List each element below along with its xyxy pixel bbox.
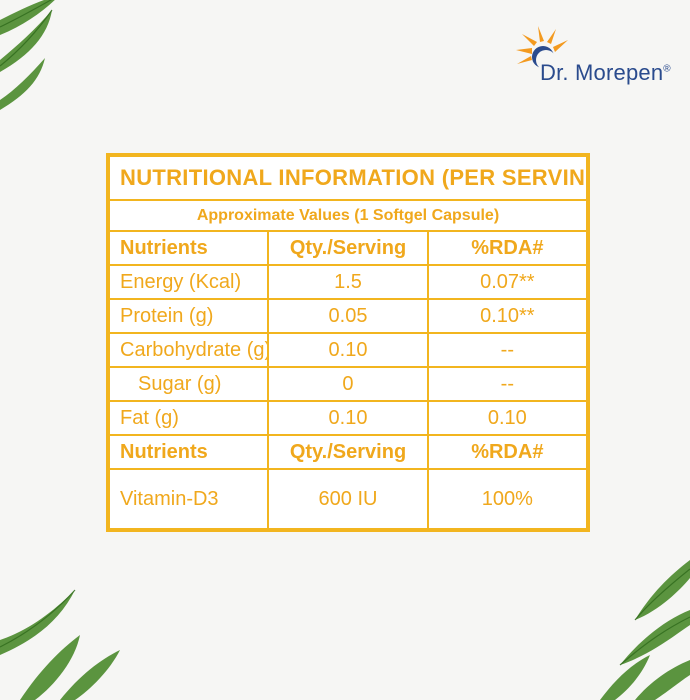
leaf-icon [635, 560, 690, 620]
nutrient-rda: -- [426, 332, 589, 368]
leaf-icon [0, 58, 45, 110]
brand-name: Dr. Morepen® [540, 60, 671, 85]
nutrient-name: Vitamin-D3 [107, 468, 270, 530]
nutrient-name: Sugar (g) [107, 366, 270, 402]
leaf-icon [620, 610, 690, 665]
table-row: Fat (g) 0.10 0.10 [107, 400, 589, 436]
leaf-icon [20, 635, 80, 700]
nutrient-name: Protein (g) [107, 298, 270, 334]
table-title: NUTRITIONAL INFORMATION (PER SERVING) [108, 155, 588, 201]
nutrient-qty: 0.10 [267, 332, 429, 368]
nutrient-name: Energy (Kcal) [107, 264, 270, 300]
leaf-icon [0, 10, 52, 72]
sun-icon [516, 26, 568, 70]
nutrient-name: Fat (g) [107, 400, 270, 436]
header-rda: %RDA# [426, 434, 589, 470]
nutrient-name: Carbohydrate (g) [107, 332, 270, 368]
nutrient-qty: 600 IU [267, 468, 429, 530]
header-nutrients: Nutrients [107, 434, 270, 470]
table-row: Sugar (g) 0 -- [107, 366, 589, 402]
table-header-row: Nutrients Qty./Serving %RDA# [107, 230, 589, 266]
nutrient-qty: 0.10 [267, 400, 429, 436]
nutrient-rda: 100% [426, 468, 589, 530]
nutrient-rda: -- [426, 366, 589, 402]
leaf-icon [0, 0, 55, 35]
brand-logo: Dr. Morepen® [508, 24, 678, 94]
table-header-row: Nutrients Qty./Serving %RDA# [107, 434, 589, 470]
nutrient-rda: 0.10 [426, 400, 589, 436]
header-qty: Qty./Serving [267, 230, 429, 266]
leaf-icon [60, 650, 120, 700]
nutrient-qty: 0 [267, 366, 429, 402]
leaf-icon [0, 590, 75, 655]
table-row: Carbohydrate (g) 0.10 -- [107, 332, 589, 368]
leaf-icon [635, 660, 690, 700]
nutrient-qty: 1.5 [267, 264, 429, 300]
table-title-row: NUTRITIONAL INFORMATION (PER SERVING) [108, 155, 588, 201]
nutrient-rda: 0.07** [426, 264, 589, 300]
header-qty: Qty./Serving [267, 434, 429, 470]
table-subtitle: Approximate Values (1 Softgel Capsule) [108, 199, 588, 232]
table-row: Energy (Kcal) 1.5 0.07** [107, 264, 589, 300]
nutrient-qty: 0.05 [267, 298, 429, 334]
header-rda: %RDA# [426, 230, 589, 266]
table-row: Protein (g) 0.05 0.10** [107, 298, 589, 334]
leaf-icon [600, 655, 650, 700]
table-row: Vitamin-D3 600 IU 100% [107, 468, 589, 530]
nutrient-rda: 0.10** [426, 298, 589, 334]
header-nutrients: Nutrients [107, 230, 270, 266]
nutrition-table: NUTRITIONAL INFORMATION (PER SERVING) Ap… [106, 153, 590, 532]
table-subtitle-row: Approximate Values (1 Softgel Capsule) [108, 199, 588, 232]
